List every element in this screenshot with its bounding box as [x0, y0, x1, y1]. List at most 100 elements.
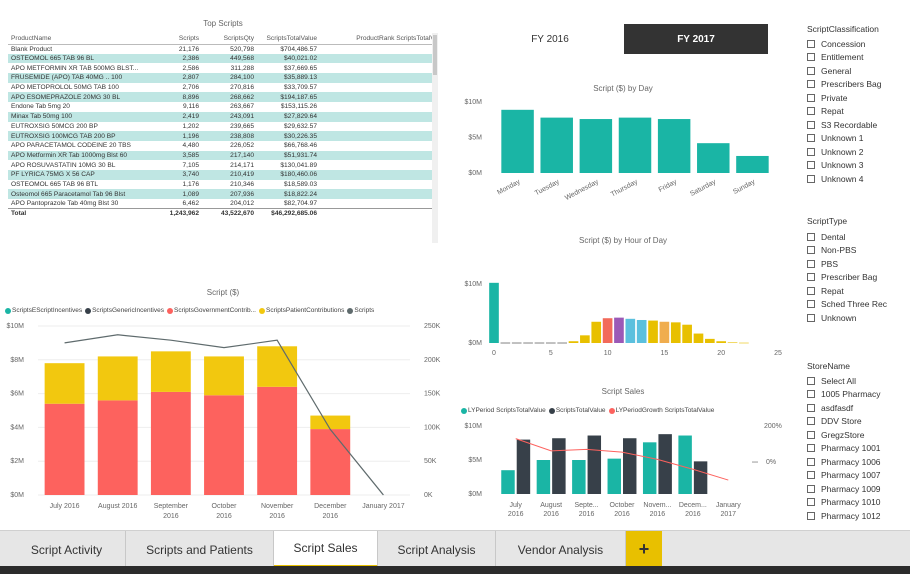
table-row[interactable]: EUTROXSIG 50MCG 200 BP 1,202 239,665 $29,63…: [8, 122, 438, 132]
growth-line[interactable]: [515, 438, 729, 481]
column-header-scriptstotalvalue[interactable]: ScriptsTotalValue: [257, 33, 320, 45]
tab-script-sales[interactable]: Script Sales: [274, 531, 378, 568]
column-header-productrank[interactable]: ProductRank ScriptsTotalValu: [320, 33, 438, 45]
checkbox[interactable]: [807, 147, 815, 156]
hour-bar[interactable]: [602, 318, 613, 343]
legend-item[interactable]: LYPeriodGrowth ScriptsTotalValue: [608, 407, 714, 414]
ty-bar[interactable]: [552, 438, 566, 494]
hour-bar[interactable]: [557, 342, 567, 344]
ly-bar[interactable]: [607, 458, 621, 494]
hour-bar[interactable]: [523, 342, 533, 344]
hour-bar[interactable]: [591, 321, 602, 343]
slicer-item[interactable]: Repat: [807, 105, 881, 119]
ty-bar[interactable]: [516, 439, 531, 494]
slicer-item[interactable]: Prescriber Bag: [807, 271, 887, 285]
tab-script-analysis[interactable]: Script Analysis: [378, 531, 496, 568]
checkbox[interactable]: [807, 417, 815, 426]
table-row[interactable]: Minax Tab 50mg 100 2,419 243,091 $27,829.64…: [8, 111, 438, 122]
slicer-item[interactable]: Unknown 4: [807, 172, 881, 186]
legend-item[interactable]: ScriptsEScriptIncentives: [5, 307, 82, 314]
hour-bar[interactable]: [580, 335, 590, 343]
checkbox[interactable]: [807, 286, 815, 295]
ly-bar[interactable]: [678, 435, 692, 494]
table-row[interactable]: APO PARACETAMOL CODEINE 20 TBS 4,480 226,0…: [8, 141, 438, 151]
hour-bar[interactable]: [705, 338, 715, 343]
ly-bar[interactable]: [572, 460, 586, 494]
slicer-item[interactable]: GregzStore: [807, 428, 881, 442]
slicer-item[interactable]: General: [807, 64, 881, 78]
legend-item[interactable]: Scripts: [347, 307, 374, 314]
checkbox[interactable]: [807, 457, 815, 466]
hour-bar[interactable]: [568, 341, 579, 343]
hour-bar[interactable]: [534, 342, 545, 344]
day-bar[interactable]: [579, 119, 613, 173]
hour-bar[interactable]: [682, 324, 692, 343]
table-row[interactable]: APO ROSUVASTATIN 10MG 30 BL 7,105 214,171 $…: [8, 160, 438, 170]
day-bar[interactable]: [618, 117, 652, 173]
slicer-item[interactable]: Unknown: [807, 311, 887, 325]
table-row[interactable]: APO ESOMEPRAZOLE 20MG 30 BL 8,896 268,662 $…: [8, 92, 438, 103]
table-row[interactable]: APO Metformin XR Tab 1000mg Blst 60 3,585…: [8, 150, 438, 161]
hour-bar[interactable]: [625, 318, 636, 343]
slicer-item[interactable]: Dental: [807, 230, 887, 244]
slicer-item[interactable]: Pharmacy 1006: [807, 455, 881, 469]
legend-item[interactable]: ScriptsPatientContributions: [259, 307, 344, 314]
government-bar[interactable]: [310, 429, 351, 495]
checkbox[interactable]: [807, 444, 815, 453]
table-row[interactable]: Blank Product 21,176 520,798 $704,486.57: [8, 44, 438, 54]
day-bar[interactable]: [697, 143, 730, 173]
checkbox[interactable]: [807, 300, 815, 309]
checkbox[interactable]: [807, 259, 815, 268]
tab-scripts-and-patients[interactable]: Scripts and Patients: [126, 531, 274, 568]
slicer-item[interactable]: Pharmacy 1007: [807, 469, 881, 483]
patient-bar[interactable]: [310, 415, 351, 430]
table-row[interactable]: FRUSEMIDE (APO) TAB 40MG .. 100 2,807 284,…: [8, 73, 438, 83]
legend-item[interactable]: ScriptsGenericIncentives: [85, 307, 164, 314]
checkbox[interactable]: [807, 471, 815, 480]
table-row[interactable]: APO Pantoprazole Tab 40mg Blst 30 6,462 20…: [8, 199, 438, 209]
ty-bar[interactable]: [623, 438, 637, 494]
checkbox[interactable]: [807, 313, 815, 322]
patient-bar[interactable]: [44, 363, 85, 404]
slicer-item[interactable]: S3 Recordable: [807, 118, 881, 132]
day-bar[interactable]: [501, 109, 534, 173]
tab-script-activity[interactable]: Script Activity: [8, 531, 126, 568]
hour-bar[interactable]: [545, 342, 556, 344]
legend-item[interactable]: ScriptsTotalValue: [548, 407, 606, 414]
patient-bar[interactable]: [150, 351, 191, 392]
table-row[interactable]: PF LYRICA 75MG X 56 CAP 3,740 210,419 $180,…: [8, 169, 438, 180]
checkbox[interactable]: [807, 107, 815, 116]
checkbox[interactable]: [807, 174, 815, 183]
table-row[interactable]: APO METFORMIN XR TAB 500MG BLST... 2,586 3…: [8, 63, 438, 73]
checkbox[interactable]: [807, 80, 815, 89]
checkbox[interactable]: [807, 120, 815, 129]
legend-item[interactable]: LYPeriod ScriptsTotalValue: [461, 407, 546, 414]
slicer-item[interactable]: Select All: [807, 374, 881, 388]
slicer-item[interactable]: Pharmacy 1009: [807, 482, 881, 496]
ly-bar[interactable]: [536, 460, 551, 494]
slicer-item[interactable]: Sched Three Rec: [807, 298, 887, 312]
patient-bar[interactable]: [257, 346, 298, 387]
column-header-scriptsqty[interactable]: ScriptsQty: [202, 33, 257, 45]
patient-bar[interactable]: [97, 356, 138, 401]
hour-bar[interactable]: [489, 282, 499, 343]
table-row[interactable]: OSTEOMOL 665 TAB 96 BL 2,386 449,568 $40,02…: [8, 53, 438, 64]
hour-bar[interactable]: [739, 342, 749, 344]
checkbox[interactable]: [807, 134, 815, 143]
slicer-item[interactable]: Repat: [807, 284, 887, 298]
hour-bar[interactable]: [727, 342, 738, 344]
add-page-button[interactable]: +: [626, 531, 662, 568]
hour-bar[interactable]: [716, 341, 727, 343]
table-row[interactable]: OSTEOMOL 665 TAB 96 BTL 1,176 210,346 $18,5…: [8, 180, 438, 190]
checkbox[interactable]: [807, 390, 815, 399]
slicer-item[interactable]: Private: [807, 91, 881, 105]
slicer-item[interactable]: Pharmacy 1010: [807, 496, 881, 510]
column-header-productname[interactable]: ProductName: [8, 33, 158, 45]
table-row[interactable]: Osteomol 665 Paracetamol Tab 96 Blst 1,08…: [8, 189, 438, 199]
slicer-item[interactable]: Pharmacy 1012: [807, 509, 881, 523]
hour-bar[interactable]: [659, 321, 670, 343]
ty-bar[interactable]: [658, 434, 672, 494]
day-bar[interactable]: [657, 119, 691, 173]
checkbox[interactable]: [807, 246, 815, 255]
slicer-item[interactable]: asdfasdf: [807, 401, 881, 415]
